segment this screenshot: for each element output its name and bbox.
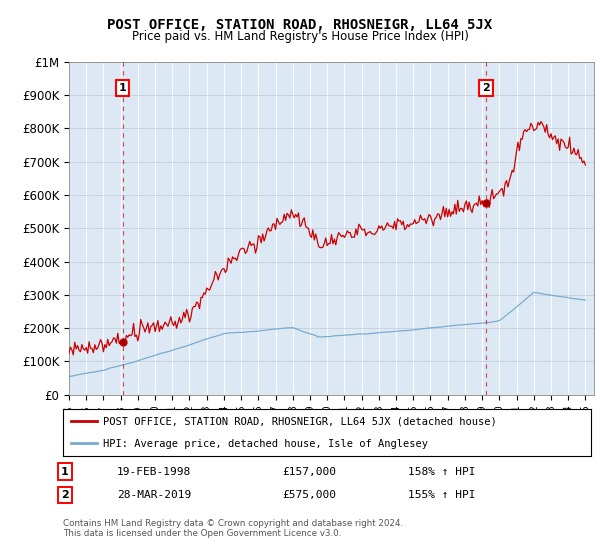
Text: 2: 2 — [61, 490, 68, 500]
Text: £157,000: £157,000 — [282, 466, 336, 477]
Text: HPI: Average price, detached house, Isle of Anglesey: HPI: Average price, detached house, Isle… — [103, 439, 428, 449]
Text: 158% ↑ HPI: 158% ↑ HPI — [408, 466, 476, 477]
Text: 1: 1 — [61, 466, 68, 477]
Text: £575,000: £575,000 — [282, 490, 336, 500]
Text: 1: 1 — [119, 83, 127, 94]
Text: POST OFFICE, STATION ROAD, RHOSNEIGR, LL64 5JX: POST OFFICE, STATION ROAD, RHOSNEIGR, LL… — [107, 18, 493, 32]
Text: 155% ↑ HPI: 155% ↑ HPI — [408, 490, 476, 500]
Text: Contains HM Land Registry data © Crown copyright and database right 2024.
This d: Contains HM Land Registry data © Crown c… — [63, 519, 403, 538]
Text: Price paid vs. HM Land Registry's House Price Index (HPI): Price paid vs. HM Land Registry's House … — [131, 30, 469, 43]
Text: 2: 2 — [482, 83, 490, 94]
Text: 28-MAR-2019: 28-MAR-2019 — [117, 490, 191, 500]
Text: POST OFFICE, STATION ROAD, RHOSNEIGR, LL64 5JX (detached house): POST OFFICE, STATION ROAD, RHOSNEIGR, LL… — [103, 417, 496, 427]
Text: 19-FEB-1998: 19-FEB-1998 — [117, 466, 191, 477]
